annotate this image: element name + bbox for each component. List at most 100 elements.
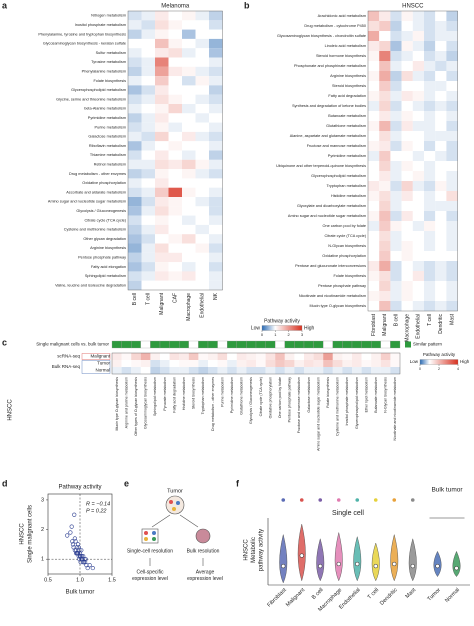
heatmap-cell (424, 81, 436, 92)
heatmap-cell (435, 141, 447, 152)
heatmap-cell (182, 262, 196, 272)
heatmap-cell (446, 241, 458, 252)
heatmap-cell (209, 113, 223, 123)
heatmap-cell (424, 31, 436, 42)
heatmap-cell (390, 81, 402, 92)
similar-cell (169, 340, 180, 349)
heatmap-cell (141, 85, 156, 95)
heatmap-cell (412, 91, 425, 102)
column-label: N-Glycan biosynthesis (384, 377, 388, 413)
heatmap-cell (128, 11, 142, 21)
heatmap-cell (131, 360, 141, 368)
heatmap-cell (368, 201, 380, 212)
heatmap-cell (390, 121, 402, 132)
row-label: Inositol phosphate metabolism (75, 23, 126, 27)
heatmap-cell (155, 122, 169, 132)
heatmap-cell (379, 301, 391, 312)
heatmap-cell (446, 21, 458, 32)
heatmap-cell (217, 353, 228, 361)
heatmap-cell (141, 187, 156, 198)
heatmap-cell (168, 48, 183, 58)
heatmap-cell (401, 51, 413, 62)
heatmap-cell (368, 81, 380, 92)
heatmap-cell (141, 20, 156, 30)
heatmap-cell (412, 221, 425, 232)
heatmap-cell (131, 367, 141, 375)
column-label: Glutathione metabolism (240, 377, 244, 415)
heatmap-cell (265, 360, 276, 368)
heatmap-cell (168, 38, 183, 49)
heatmap-cell (209, 29, 223, 39)
heatmap-cell (424, 181, 436, 192)
heatmap-cell (379, 11, 391, 22)
point (71, 545, 76, 550)
heatmap-cell (182, 141, 196, 151)
heatmap-cell (379, 171, 391, 182)
heatmap-cell (128, 159, 142, 170)
heatmap-cell (435, 181, 447, 192)
heatmap-cell (361, 353, 372, 361)
heatmap-cell (435, 31, 447, 42)
point (83, 557, 88, 562)
heatmap-cell (390, 191, 402, 202)
annotation: P = 0.22 (86, 508, 106, 514)
heatmap-cell (412, 31, 425, 42)
heatmap-cell (401, 121, 413, 132)
heatmap-cell (401, 131, 413, 142)
heatmap-cell (155, 48, 169, 58)
heatmap-cell (128, 224, 142, 235)
heatmap-cell (209, 57, 223, 67)
panel-letter: a (2, 0, 8, 10)
heatmap-cell (140, 353, 151, 361)
heatmap-cell (128, 85, 142, 95)
heatmap-cell (168, 141, 183, 151)
heatmap-cell (141, 57, 156, 67)
row-label: Amino sugar and nucleotide sugar metabol… (48, 200, 126, 204)
heatmap-cell (168, 178, 183, 188)
heatmap-cell (390, 271, 402, 282)
diagram-label: Single-cell resolution (127, 548, 173, 554)
heatmap-cell (401, 211, 413, 222)
heatmap-cell (168, 11, 183, 21)
heatmap-cell (236, 353, 247, 361)
cell-icon (410, 498, 415, 502)
heatmap-cell (435, 131, 447, 142)
column-label: Mucin type O-glycan biosynthesis (115, 377, 119, 431)
heatmap-cell (182, 243, 196, 253)
point (73, 539, 78, 544)
heatmap-cell (304, 353, 314, 361)
heatmap-cell (168, 57, 183, 67)
heatmap-cell (128, 29, 142, 39)
heatmap-cell (435, 41, 447, 52)
heatmap-cell (368, 31, 380, 42)
similar-cell (150, 340, 161, 349)
heatmap-cell (155, 131, 169, 142)
heatmap-cell (368, 11, 380, 22)
heatmap-cell (323, 360, 333, 368)
heatmap-cell (128, 94, 142, 105)
heatmap-cell (379, 211, 391, 222)
x-tick-label: Malignant (285, 587, 306, 608)
heatmap-cell (182, 29, 196, 39)
y-tick-label: 1 (41, 557, 44, 563)
heatmap-cell (368, 61, 380, 72)
heatmap-cell (168, 131, 183, 142)
heatmap-cell (435, 61, 447, 72)
heatmap-cell (195, 38, 210, 49)
heatmap-cell (379, 131, 391, 142)
heatmap-cell (390, 251, 402, 262)
heatmap-cell (168, 280, 183, 291)
point (81, 554, 86, 559)
column-label: Glycosaminoglycan biosynthesis (144, 377, 148, 429)
heatmap-cell (141, 178, 156, 188)
heatmap-cell (209, 169, 223, 179)
heatmap-cell (155, 252, 169, 263)
cell-icon (373, 498, 378, 502)
heatmap-cell (412, 201, 425, 212)
cell-icon (355, 498, 360, 502)
heatmap-cell (209, 280, 223, 291)
column-label: Galactose metabolism (307, 377, 311, 413)
row-label: Riboflavin metabolism (89, 144, 126, 148)
heatmap-cell (412, 261, 425, 272)
heatmap-cell (195, 252, 210, 263)
